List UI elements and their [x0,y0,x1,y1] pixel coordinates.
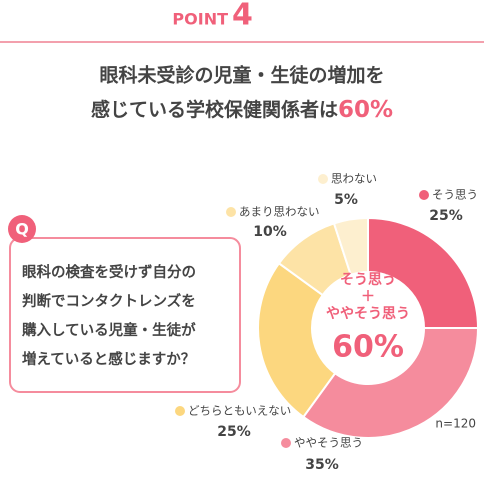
question-box [9,237,241,393]
center-line: ＋ [361,289,375,305]
value-label: 5% [334,192,358,208]
title-line: 感じている学校保健関係者は60% [91,97,393,123]
point-number: 4 [232,0,253,33]
question-badge [8,215,36,243]
legend-dot [281,438,291,448]
donut-slice [301,327,480,439]
question-badge-text: Q [15,220,29,239]
legend-dot [318,174,328,184]
center-value: 60% [332,330,404,365]
legend-dot [175,406,185,416]
title-line: 眼科未受診の児童・生徒の増加を [99,64,384,87]
donut-slice [367,216,480,329]
donut-slice [257,261,337,419]
legend-label: あまり思わない [239,205,320,219]
legend-dot [419,190,429,200]
value-label: 35% [305,457,339,473]
donut [257,216,480,439]
question-line: 眼科の検査を受けず自分の [22,263,196,281]
point-label: POINT [172,10,228,29]
sample-note: n=120 [435,417,476,431]
center-line: そう思う [340,272,396,288]
donut-slice [332,216,369,277]
legend-dot [226,207,236,217]
legend-label: どちらともいえない [188,404,291,418]
title-text: 感じている学校保健関係者は [91,98,338,121]
value-label: 25% [429,208,463,224]
title-highlight: 60% [338,97,393,123]
question-line: 増えていると感じますか？ [22,350,195,368]
center-line: ややそう思う [326,306,410,322]
question-line: 購入している児童・生徒が [21,321,196,339]
question-line: 判断でコンタクトレンズを [22,292,196,310]
legend-label: そう思う [432,188,478,202]
donut-hole [313,273,423,383]
value-label: 25% [217,424,251,440]
legend-label: ややそう思う [294,436,363,450]
value-label: 10% [253,224,287,240]
legend-label: 思わない [331,172,377,186]
